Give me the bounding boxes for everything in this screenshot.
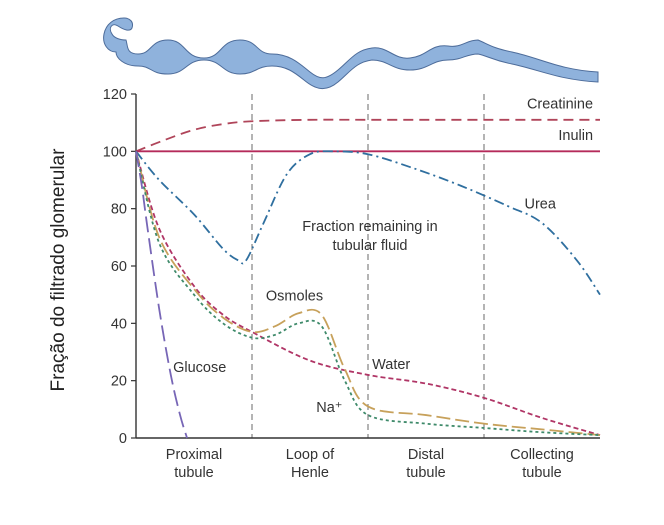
segment-label: Proximal — [166, 447, 222, 463]
y-tick-label: 60 — [111, 259, 127, 275]
y-tick-label: 120 — [103, 87, 127, 103]
segment-dividers — [251, 94, 485, 438]
y-tick-label: 80 — [111, 202, 127, 218]
y-tick-label: 40 — [111, 316, 127, 332]
y-ticks: 0 20 40 60 80 100 120 — [103, 87, 136, 447]
segment-label: Collecting — [510, 447, 574, 463]
segment-label: Loop of — [286, 447, 335, 463]
y-axis-title: Fração do filtrado glomerular — [48, 148, 69, 392]
series-label-inulin: Inulin — [558, 128, 593, 144]
series-line-osmoles — [135, 151, 601, 437]
fraction-annotation-line1: Fraction remaining in — [302, 219, 437, 235]
segment-label: tubule — [406, 465, 446, 481]
segment-label: Distal — [408, 447, 444, 463]
series-line-glucose — [135, 151, 188, 439]
series-label-water: Water — [372, 357, 410, 373]
segment-label: tubule — [174, 465, 214, 481]
segment-labels: Proximal tubule Loop of Henle Distal tubule Co… — [166, 447, 574, 481]
y-tick-label: 0 — [119, 431, 127, 447]
series-line-na — [135, 151, 601, 437]
series-lines — [135, 118, 601, 439]
series-label-osmoles: Osmoles — [266, 288, 323, 304]
segment-label: tubule — [522, 465, 562, 481]
series-line-creatinine — [135, 118, 600, 153]
series-line-urea — [135, 150, 601, 296]
series-label-urea: Urea — [524, 197, 556, 213]
series-labels: Creatinine Inulin Urea Water Osmoles Na⁺ Gluco… — [173, 96, 593, 416]
series-label-creatinine: Creatinine — [527, 96, 593, 112]
nephron-tubule-icon — [103, 17, 599, 89]
y-tick-label: 20 — [111, 374, 127, 390]
series-line-water — [135, 151, 601, 436]
fraction-annotation-line2: tubular fluid — [333, 238, 408, 254]
y-tick-label: 100 — [103, 144, 127, 160]
series-label-glucose: Glucose — [173, 360, 226, 376]
series-label-na: Na⁺ — [316, 400, 342, 416]
segment-label: Henle — [291, 465, 329, 481]
